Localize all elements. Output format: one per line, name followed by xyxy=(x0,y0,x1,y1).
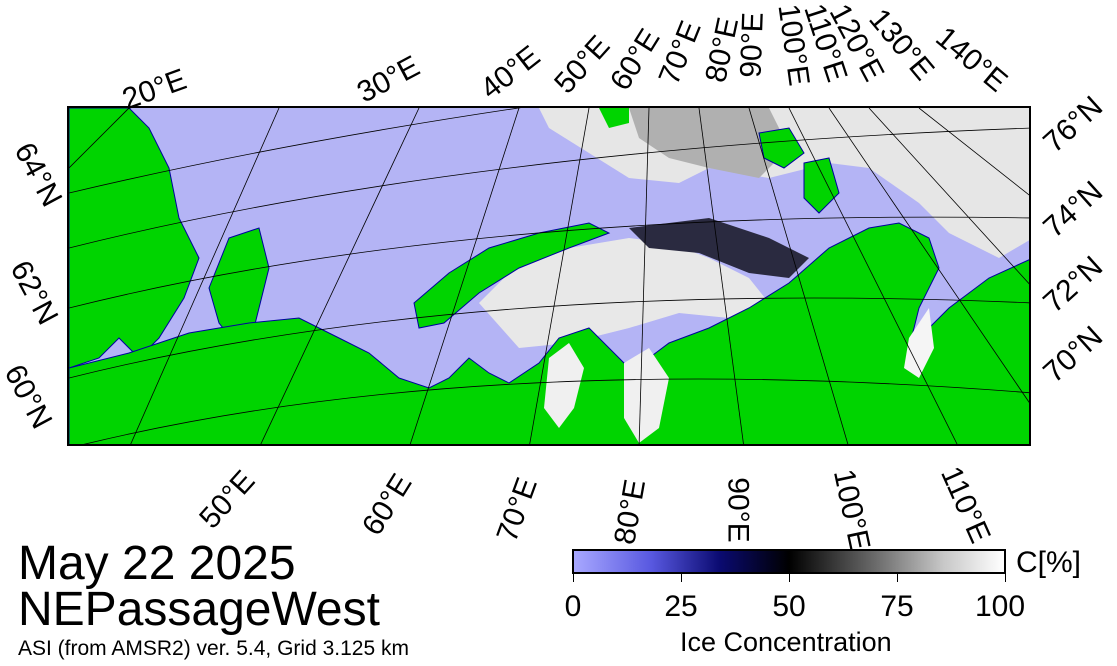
lat-label-left-62n: 62°N xyxy=(3,255,65,331)
colorbar-tick-mark xyxy=(573,574,574,582)
lon-label-top-140e: 140°E xyxy=(929,20,1014,99)
colorbar-title: Ice Concentration xyxy=(680,627,892,657)
lon-label-bottom-90e: 90°E xyxy=(721,477,755,543)
colorbar-tick-mark xyxy=(681,574,682,582)
colorbar-tick-label: 25 xyxy=(664,590,698,623)
colorbar-tick-mark xyxy=(789,574,790,582)
map-canvas xyxy=(69,108,1029,444)
lon-label-bottom-60e: 60°E xyxy=(355,468,419,542)
lon-label-top-60e: 60°E xyxy=(603,23,667,97)
lon-label-bottom-80e: 80°E xyxy=(608,476,653,547)
ice-ob-gulf xyxy=(544,343,584,428)
lon-label-bottom-50e: 50°E xyxy=(193,464,262,536)
lat-label-right-72n: 72°N xyxy=(1037,249,1110,320)
sea-ice-dense xyxy=(629,108,789,178)
colorbar xyxy=(572,549,1006,574)
lon-label-bottom-70e: 70°E xyxy=(490,473,544,547)
graticule xyxy=(69,108,1029,444)
lat-label-right-74n: 74°N xyxy=(1037,174,1110,245)
colorbar-tick-mark xyxy=(1005,574,1006,582)
lat-label-left-60n: 60°N xyxy=(0,359,59,435)
land-severnaya-zemlya-2 xyxy=(803,157,840,214)
colorbar-tick-label: 100 xyxy=(974,590,1026,623)
land-novaya-zemlya xyxy=(413,222,611,329)
colorbar-tick-label: 0 xyxy=(564,590,582,623)
lat-label-right-70n: 70°N xyxy=(1037,319,1110,390)
land-franz-josef xyxy=(599,108,629,128)
colorbar-tick-label: 50 xyxy=(772,590,806,623)
data-credit: ASI (from AMSR2) ver. 5.4, Grid 3.125 km xyxy=(18,637,409,660)
map-date: May 22 2025 xyxy=(18,537,296,590)
region-title: NEPassageWest xyxy=(18,583,380,636)
land-severnaya-zemlya-1 xyxy=(758,127,805,169)
ice-khatanga xyxy=(904,308,934,378)
lat-label-left-64n: 64°N xyxy=(7,137,69,213)
lon-label-top-40e: 40°E xyxy=(474,39,547,106)
lon-label-top-50e: 50°E xyxy=(548,29,617,101)
land-scandinavia xyxy=(69,108,200,369)
lon-label-bottom-110e: 110°E xyxy=(934,461,997,548)
colorbar-tick-mark xyxy=(897,574,898,582)
colorbar-tick-label: 75 xyxy=(880,590,914,623)
map-panel xyxy=(67,106,1031,446)
lon-label-top-30e: 30°E xyxy=(351,49,426,110)
lon-label-top-90e: 90°E xyxy=(734,11,770,79)
lon-label-bottom-100e: 100°E xyxy=(826,466,877,554)
ice-yenisei-gulf xyxy=(624,348,669,443)
colorbar-unit: C[%] xyxy=(1016,546,1082,579)
lat-label-right-76n: 76°N xyxy=(1037,89,1110,160)
ice-edge-dark xyxy=(629,218,809,278)
